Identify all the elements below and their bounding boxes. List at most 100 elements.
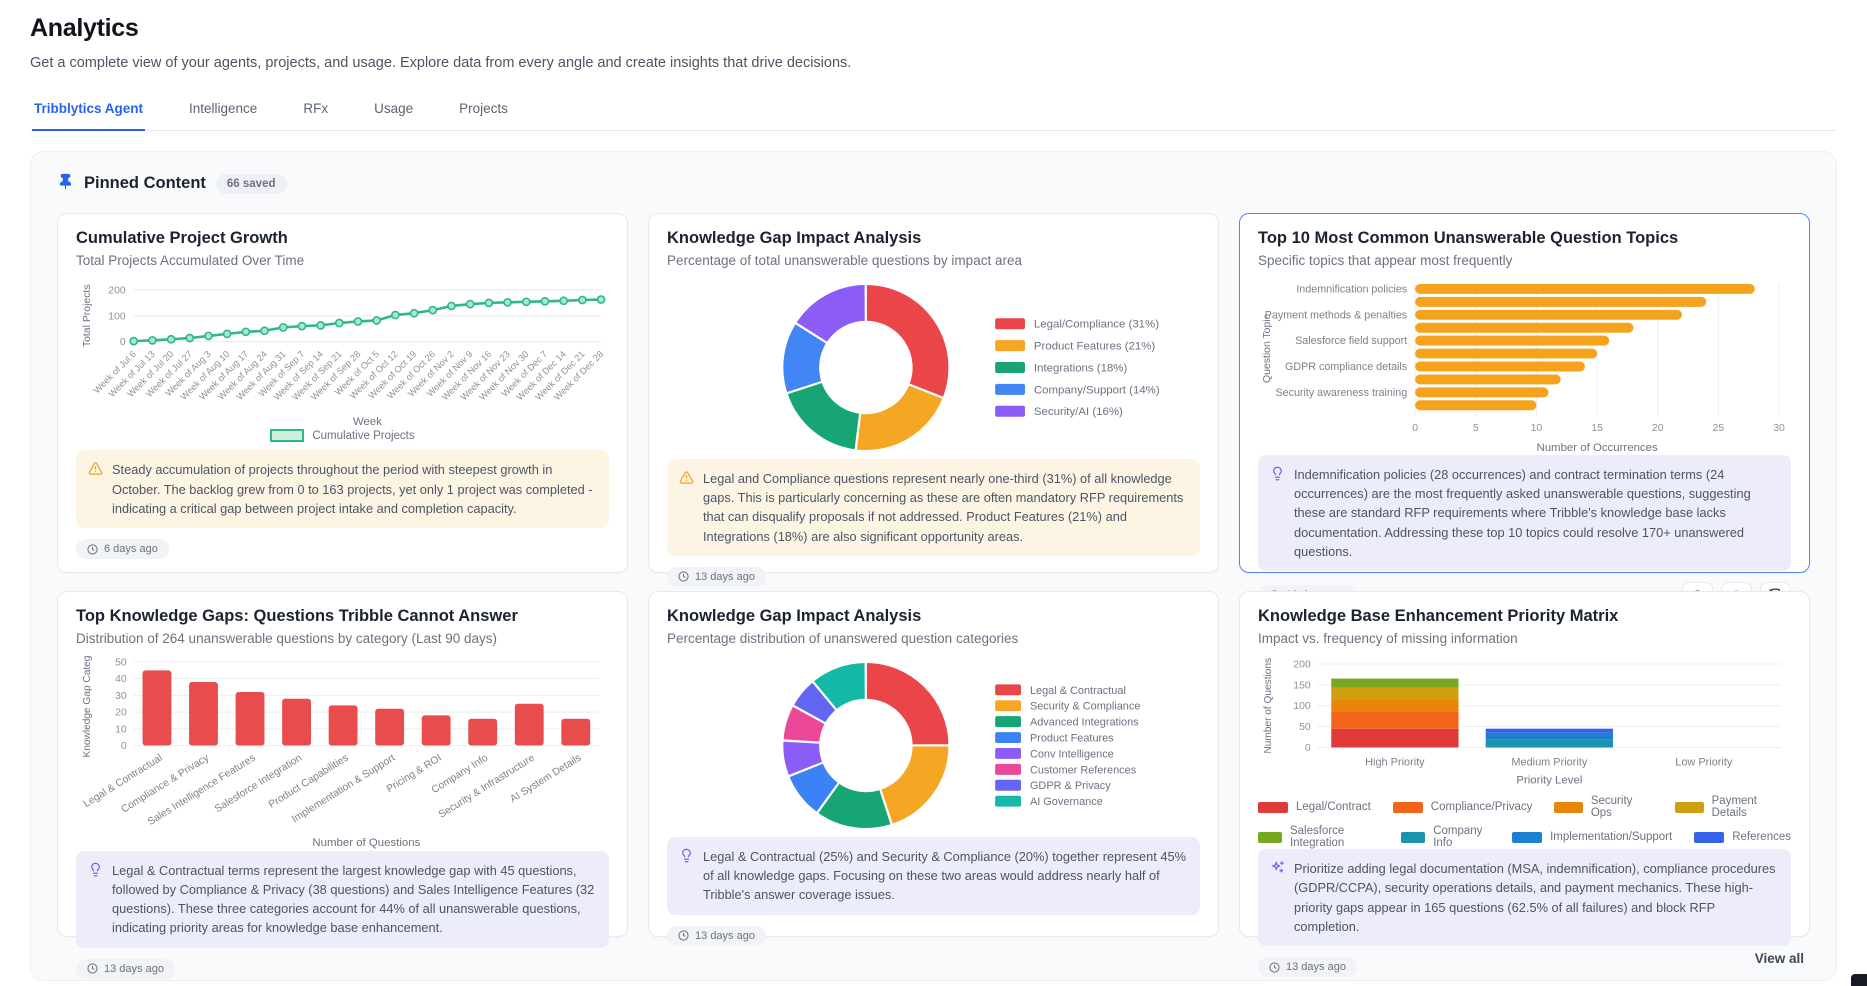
svg-text:10: 10 xyxy=(1531,423,1543,434)
tab-intelligence[interactable]: Intelligence xyxy=(189,101,258,116)
insight-text: Indemnification policies (28 occurrences… xyxy=(1294,467,1751,559)
card-title: Knowledge Gap Impact Analysis xyxy=(667,229,922,247)
impact-donut-chart: Legal/Compliance (31%) Product Features (… xyxy=(667,278,1200,459)
svg-text:Low Priority: Low Priority xyxy=(1675,756,1733,768)
chart-svg: Legal & Contractual Security & Compliance… xyxy=(781,660,1140,830)
svg-text:20: 20 xyxy=(1652,423,1664,434)
legend: Cumulative Projects xyxy=(76,429,609,443)
tab-usage[interactable]: Usage xyxy=(374,101,414,116)
svg-text:0: 0 xyxy=(120,337,126,348)
svg-text:0: 0 xyxy=(121,741,127,752)
clock-icon xyxy=(87,963,98,974)
svg-text:Product Features (21%): Product Features (21%) xyxy=(1034,341,1155,353)
svg-text:25: 25 xyxy=(1713,423,1725,434)
svg-text:Product Capabilities: Product Capabilities xyxy=(267,753,351,811)
svg-text:Knowledge Gap Catego: Knowledge Gap Catego xyxy=(82,656,93,757)
card-knowledge-gap-impact-2[interactable]: Knowledge Gap Impact Analysis Percentage… xyxy=(648,591,1219,946)
chart-svg: 0 50 100 150 200 Number of Questions High Prio… xyxy=(1263,658,1782,786)
svg-text:20: 20 xyxy=(115,708,127,719)
card-top-10-unanswerable-topics[interactable]: Top 10 Most Common Unanswerable Question… xyxy=(1239,213,1810,609)
pinned-content-header: Pinned Content 66 saved xyxy=(57,172,1810,195)
clock-icon xyxy=(1269,961,1280,973)
priority-stacked-chart: 0 50 100 150 200 Number of Questions High Prio… xyxy=(1258,656,1791,849)
svg-text:0: 0 xyxy=(1305,743,1311,754)
legend-item: Security Ops xyxy=(1554,795,1653,819)
svg-text:Indemnification policies: Indemnification policies xyxy=(1296,283,1407,295)
donut-segment xyxy=(793,282,867,345)
insight-box: Indemnification policies (28 occurrences… xyxy=(1258,455,1791,571)
donut-segment xyxy=(864,660,951,747)
legend-item: Implementation/Support xyxy=(1512,825,1672,849)
insight-box: Legal and Compliance questions represent… xyxy=(667,458,1200,556)
category-donut-chart: Legal & Contractual Security & Compliance… xyxy=(667,656,1200,837)
timestamp-badge: 13 days ago xyxy=(667,566,766,587)
card-subtitle: Percentage distribution of unanswered qu… xyxy=(667,631,1019,646)
svg-text:Question Topic: Question Topic xyxy=(1262,314,1273,383)
view-all-link[interactable]: View all xyxy=(1754,951,1804,966)
chart-svg: Legal/Compliance (31%) Product Features (… xyxy=(781,282,1160,452)
svg-text:Integrations (18%): Integrations (18%) xyxy=(1034,362,1128,374)
warning-icon xyxy=(88,461,103,481)
corner-widget[interactable] xyxy=(1851,974,1867,986)
card-knowledge-gap-impact-1[interactable]: Knowledge Gap Impact Analysis Percentage… xyxy=(648,213,1219,587)
cumulative-growth-line-chart: 0 100 200 Total Projects Week of Jul 6 Week o… xyxy=(76,278,609,443)
insight-text: Steady accumulation of projects througho… xyxy=(112,462,593,516)
clock-icon xyxy=(678,571,689,582)
svg-text:50: 50 xyxy=(115,657,127,668)
pinned-content-panel: Pinned Content 66 saved Cumulative Proje… xyxy=(30,151,1837,981)
svg-text:40: 40 xyxy=(115,674,127,685)
tab-bar: Tribblytics Agent Intelligence RFx Usage… xyxy=(30,95,1837,131)
card-cumulative-project-growth[interactable]: Cumulative Project Growth Total Projects… xyxy=(57,213,628,573)
svg-text:GDPR compliance details: GDPR compliance details xyxy=(1285,361,1407,373)
tab-tribblytics-agent[interactable]: Tribblytics Agent xyxy=(32,95,146,131)
insight-text: Prioritize adding legal documentation (M… xyxy=(1294,861,1776,934)
svg-text:Payment methods & penalties: Payment methods & penalties xyxy=(1265,309,1407,321)
svg-text:Priority Level: Priority Level xyxy=(1516,774,1582,786)
clock-icon xyxy=(678,930,689,941)
svg-text:100: 100 xyxy=(1293,701,1311,712)
svg-text:10: 10 xyxy=(115,724,127,735)
svg-text:Salesforce Integration: Salesforce Integration xyxy=(213,752,304,815)
cards-row-1: Cumulative Project Growth Total Projects… xyxy=(57,213,1810,609)
donut-segment xyxy=(854,383,945,452)
svg-text:150: 150 xyxy=(1293,680,1311,691)
card-subtitle: Distribution of 264 unanswerable questio… xyxy=(76,631,497,646)
svg-text:200: 200 xyxy=(108,285,126,296)
lightbulb-icon xyxy=(88,862,103,882)
svg-text:30: 30 xyxy=(1773,423,1785,434)
card-footer: 6 days ago xyxy=(76,539,609,559)
svg-text:Number of Questions: Number of Questions xyxy=(1263,658,1274,754)
svg-text:15: 15 xyxy=(1591,423,1603,434)
donut-segment xyxy=(864,282,951,400)
topics-hbar-chart: 0 5 10 15 20 25 30 Question Topic Indemnificatio… xyxy=(1258,278,1791,455)
tab-projects[interactable]: Projects xyxy=(459,101,508,116)
card-subtitle: Impact vs. frequency of missing informat… xyxy=(1258,631,1518,646)
svg-text:AI Governance: AI Governance xyxy=(1030,796,1103,808)
card-title: Top Knowledge Gaps: Questions Tribble Ca… xyxy=(76,607,518,625)
svg-text:Legal & Contractual: Legal & Contractual xyxy=(1030,685,1126,697)
pin-icon xyxy=(57,173,74,195)
svg-text:Number of Occurrences: Number of Occurrences xyxy=(1536,442,1658,454)
tab-rfx[interactable]: RFx xyxy=(303,101,329,116)
svg-text:Customer References: Customer References xyxy=(1030,764,1137,776)
svg-text:GDPR & Privacy: GDPR & Privacy xyxy=(1030,780,1111,792)
insight-text: Legal & Contractual (25%) and Security &… xyxy=(703,848,1186,903)
timestamp-badge: 13 days ago xyxy=(1258,957,1357,977)
svg-text:Salesforce field support: Salesforce field support xyxy=(1295,335,1407,347)
insight-box: Legal & Contractual (25%) and Security &… xyxy=(667,836,1200,915)
knowledge-gaps-bar-chart: 0 10 20 30 40 50 Knowledge Gap Catego Legal & C… xyxy=(76,656,609,851)
chart-svg: 0 5 10 15 20 25 30 Question Topic Indemnificatio… xyxy=(1262,283,1785,454)
card-title: Knowledge Gap Impact Analysis xyxy=(667,607,922,625)
card-footer: 13 days ago xyxy=(1258,957,1791,977)
svg-text:Company/Support (14%): Company/Support (14%) xyxy=(1034,384,1160,396)
legend-item: Compliance/Privacy xyxy=(1392,795,1532,819)
svg-text:5: 5 xyxy=(1473,423,1479,434)
svg-text:Security & Compliance: Security & Compliance xyxy=(1030,701,1140,713)
card-subtitle: Total Projects Accumulated Over Time xyxy=(76,253,305,268)
legend-item: References xyxy=(1694,825,1791,849)
insight-text: Legal and Compliance questions represent… xyxy=(703,470,1184,544)
warning-icon xyxy=(679,470,694,490)
card-top-knowledge-gaps[interactable]: Top Knowledge Gaps: Questions Tribble Ca… xyxy=(57,591,628,979)
card-priority-matrix[interactable]: Knowledge Base Enhancement Priority Matr… xyxy=(1239,591,1810,977)
